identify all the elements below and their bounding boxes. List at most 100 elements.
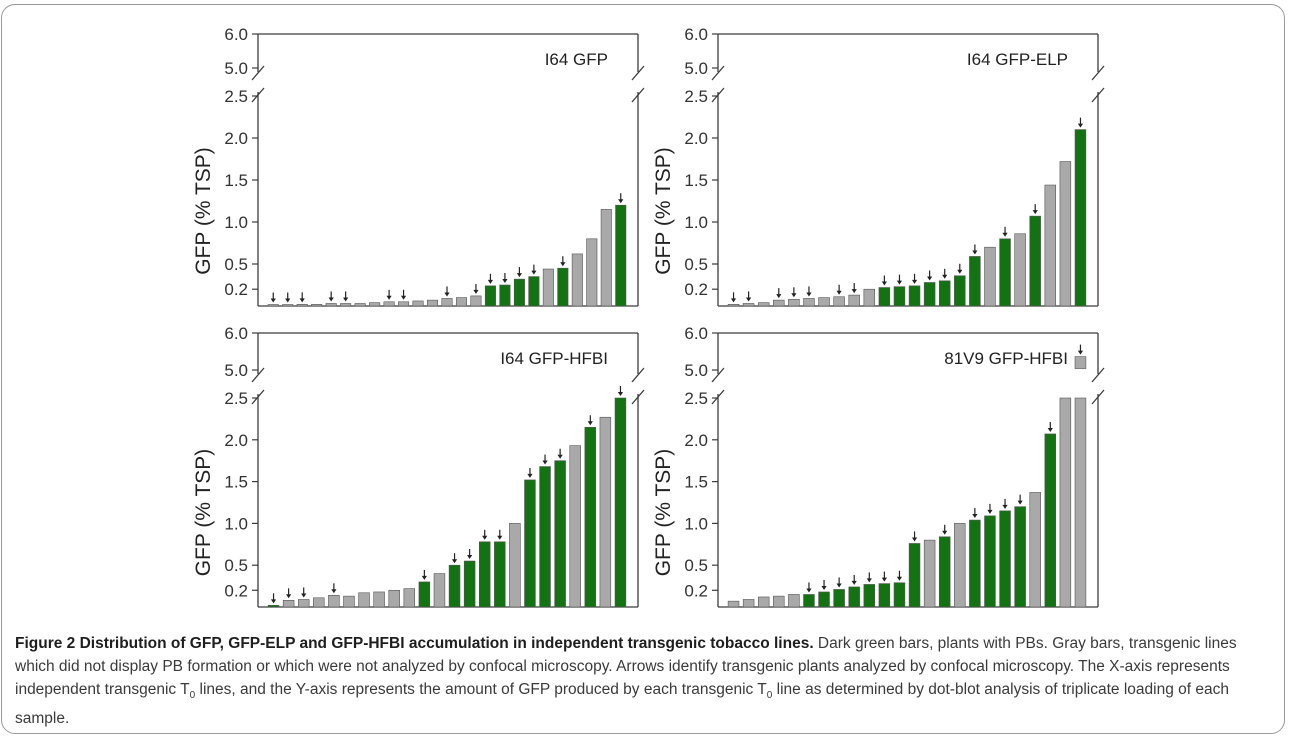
chart-title: I64 GFP-HFBI	[500, 349, 608, 368]
y-tick-label: 0.2	[224, 581, 248, 600]
axis-break-right-upper	[1091, 367, 1105, 383]
bar	[542, 268, 554, 307]
arrow-marker	[1002, 226, 1008, 237]
arrow-head	[1002, 232, 1008, 237]
bar	[878, 287, 891, 307]
arrow-head	[618, 199, 624, 204]
bar	[282, 600, 295, 608]
arrow-marker	[618, 193, 624, 204]
arrow-marker	[542, 454, 548, 465]
outlier-bar	[1074, 356, 1087, 369]
arrow-head	[482, 535, 488, 540]
bar	[383, 301, 395, 307]
arrow-head	[746, 297, 752, 302]
arrow-head	[617, 392, 624, 396]
y-tick-label: 2.0	[224, 431, 248, 450]
bar	[969, 256, 981, 307]
arrow-head	[881, 281, 887, 286]
arrow-marker	[1017, 494, 1023, 505]
arrow-marker	[286, 588, 292, 599]
bar	[1059, 397, 1072, 608]
arrow-marker	[911, 273, 918, 284]
caption-text-3: line as determined by dot-blot analysis …	[15, 681, 1229, 728]
bar	[984, 515, 996, 608]
bar	[1059, 161, 1072, 307]
bar	[1029, 215, 1041, 307]
figure-frame	[1, 4, 1285, 734]
y-tick-label: 1.5	[224, 171, 248, 190]
y-tick-label: 1.5	[684, 171, 708, 190]
caption-text-1: Dark green bars, plants with PBs. Gray b…	[15, 635, 1237, 698]
arrow-marker	[957, 263, 963, 274]
figure-caption: Figure 2 Distribution of GFP, GFP-ELP an…	[15, 632, 1277, 730]
bar	[584, 426, 597, 608]
y-tick-label: 5.0	[684, 361, 708, 380]
y-tick-label: 1.0	[224, 514, 248, 533]
bar	[833, 589, 845, 608]
arrow-marker	[557, 448, 563, 459]
arrow-marker	[987, 503, 993, 514]
bar	[848, 294, 860, 307]
arrow-head	[516, 273, 522, 278]
bar	[788, 594, 800, 608]
arrow-marker	[497, 529, 503, 540]
arrow-marker	[482, 529, 488, 540]
bar	[615, 204, 627, 307]
arrow-head	[1017, 500, 1023, 505]
arrow-marker	[617, 386, 624, 396]
bar	[773, 299, 785, 307]
arrow-marker	[836, 577, 842, 588]
bar	[788, 298, 800, 307]
chart-panel-1: 0.2 0.5 1.0 1.5 2.0 2.5 5.0 6.0 GFP (% TSP) I64 G…	[192, 25, 645, 307]
arrow-head	[270, 298, 276, 303]
bar	[1044, 433, 1057, 608]
arrow-marker	[473, 283, 479, 294]
arrow-head	[972, 250, 978, 255]
arrow-head	[836, 290, 842, 295]
bar	[954, 275, 966, 307]
arrow-marker	[972, 508, 978, 519]
bar	[908, 285, 921, 307]
bar	[554, 460, 566, 608]
y-tick-label: 6.0	[224, 324, 248, 343]
arrow-head	[328, 297, 334, 302]
arrow-marker	[467, 549, 473, 560]
bar	[455, 297, 467, 307]
arrow-marker	[791, 287, 797, 298]
chart-title: 81V9 GFP-HFBI	[944, 349, 1068, 368]
y-tick-label: 0.5	[224, 255, 248, 274]
arrow-head	[851, 289, 857, 294]
arrow-head	[806, 292, 812, 297]
bar	[499, 284, 511, 307]
arrow-marker	[386, 289, 392, 300]
bar	[313, 597, 325, 608]
arrow-marker	[730, 292, 737, 303]
y-tick-label: 6.0	[224, 25, 248, 44]
arrow-head	[1077, 350, 1084, 355]
y-tick-label: 5.0	[224, 361, 248, 380]
y-tick-label: 1.0	[684, 514, 708, 533]
bar	[325, 303, 337, 307]
axis-break-right-upper	[1091, 65, 1105, 81]
bar	[999, 510, 1011, 608]
bar	[427, 299, 439, 307]
arrow-marker	[896, 274, 903, 285]
arrow-head	[911, 279, 918, 284]
arrow-marker	[560, 256, 566, 267]
bar	[557, 267, 569, 307]
arrow-marker	[1077, 117, 1084, 128]
arrow-head	[560, 262, 566, 267]
arrow-head	[557, 454, 563, 459]
arrow-marker	[421, 569, 427, 580]
bar	[818, 297, 830, 307]
axis-break-left-lower	[711, 389, 725, 405]
arrow-head	[927, 276, 933, 281]
arrow-marker	[444, 286, 450, 297]
chart-title: I64 GFP-ELP	[967, 50, 1068, 69]
bar	[586, 238, 598, 307]
bar	[1044, 184, 1057, 307]
bar	[373, 591, 385, 608]
arrow-marker	[1032, 204, 1038, 215]
y-tick-label: 2.5	[684, 389, 708, 408]
arrow-marker	[851, 283, 857, 294]
